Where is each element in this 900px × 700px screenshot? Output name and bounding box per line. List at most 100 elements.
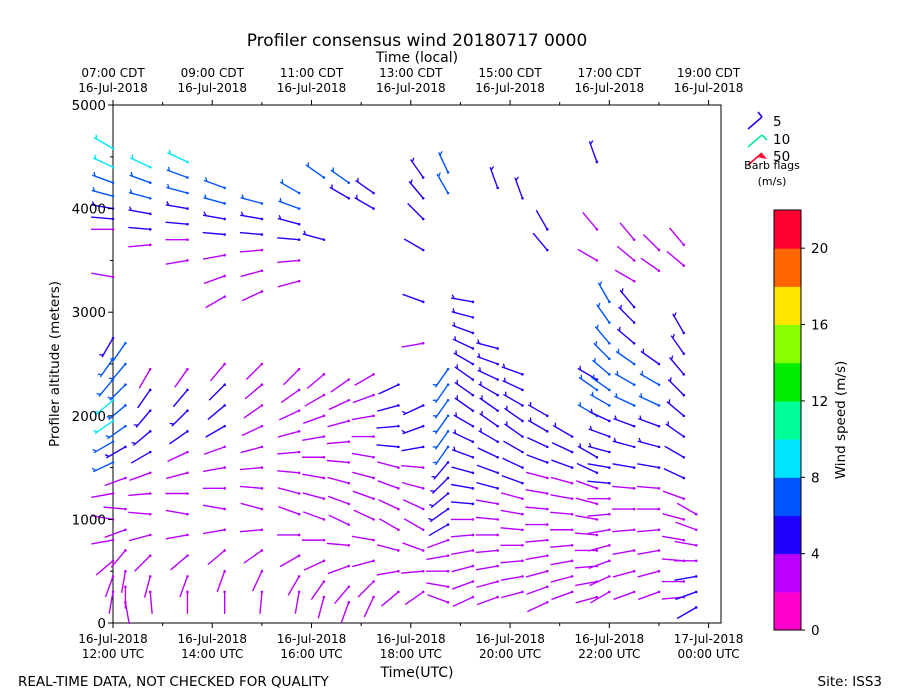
barb-station (297, 533, 301, 537)
wind-barb (475, 564, 499, 571)
barb-shaft (597, 282, 610, 303)
barb-station (694, 606, 698, 609)
wind-barb (302, 230, 326, 241)
barb-station (148, 554, 152, 557)
wind-barb (129, 171, 152, 184)
barb-feather (169, 422, 175, 425)
barb-shaft (525, 539, 548, 543)
wind-barb (432, 414, 450, 435)
barb-station (260, 466, 264, 469)
barb-shaft (502, 379, 523, 391)
barb-station (397, 507, 400, 511)
barb-feather (401, 429, 406, 434)
colorbar-segment (774, 591, 801, 631)
barb-shaft (91, 216, 114, 220)
barb-shaft (640, 350, 660, 365)
barb-shaft (93, 136, 114, 150)
barb-shaft (376, 461, 399, 469)
barb-shaft (476, 464, 498, 474)
barb-legend-title: Barb flags (744, 159, 800, 172)
barb-shaft (451, 565, 474, 573)
barb-station (347, 564, 351, 568)
barb-station (446, 414, 450, 418)
barb-station (397, 590, 400, 594)
barb-shaft (170, 555, 188, 571)
wind-barb (616, 326, 636, 345)
barb-station (608, 575, 611, 578)
x-tick-time: 16:00 UTC (280, 647, 342, 661)
barb-shaft (479, 412, 499, 427)
barb-station (421, 569, 425, 573)
barb-feather (599, 281, 603, 286)
barb-station (496, 347, 499, 350)
barb-station (446, 538, 450, 542)
barb-shaft (310, 581, 325, 600)
barb-feather (428, 517, 433, 521)
barb-station (186, 176, 189, 179)
barb-shaft (277, 451, 300, 455)
barb-station (421, 507, 425, 511)
barb-feather (451, 294, 455, 299)
x-tick-time: 22:00 UTC (578, 647, 640, 661)
barb-shaft (128, 226, 151, 231)
barb-shaft (239, 466, 262, 471)
wind-barb (328, 514, 351, 526)
wind-barb (202, 487, 226, 490)
barb-station (521, 497, 524, 500)
barb-shaft (302, 435, 325, 442)
barb-station (608, 300, 611, 304)
wind-barb (239, 248, 264, 253)
barb-shaft (167, 451, 188, 462)
wind-barb (426, 554, 450, 561)
barb-shaft (240, 214, 263, 220)
barb-shaft (165, 221, 188, 225)
barb-shaft (587, 513, 610, 517)
barb-station (471, 300, 475, 304)
barb-station (446, 476, 450, 480)
wind-barb (401, 481, 425, 490)
wind-barb (165, 238, 189, 241)
barb-shaft (662, 490, 685, 500)
wind-barb (245, 362, 264, 381)
barb-shaft (665, 423, 685, 438)
barb-station (397, 383, 400, 387)
colorbar-segment (774, 324, 801, 364)
barb-station (124, 569, 127, 573)
wind-barb (436, 172, 450, 195)
barb-shaft (277, 280, 300, 288)
barb-shaft (277, 237, 300, 241)
barb-shaft (450, 534, 473, 538)
barb-feather (168, 149, 171, 155)
barb-station (421, 248, 425, 252)
barb-station (632, 279, 636, 283)
wind-barb (500, 544, 524, 547)
barb-station (223, 383, 226, 387)
y-axis-label: Profiler altitude (meters) (47, 281, 63, 447)
barb-shaft (434, 399, 449, 419)
barb-shaft (128, 244, 151, 248)
wind-barb (612, 569, 636, 578)
wind-barb (403, 238, 425, 252)
barb-station (446, 461, 450, 464)
wind-barb (128, 492, 152, 497)
barb-station (297, 191, 301, 195)
wind-barb (619, 222, 636, 241)
barb-station (297, 554, 301, 557)
barb-station (347, 461, 351, 464)
barb-station (397, 424, 400, 428)
wind-barb (454, 395, 475, 412)
wind-barb (451, 483, 475, 490)
wind-barb (476, 481, 499, 490)
barb-shaft (110, 363, 126, 382)
barb-station (186, 222, 189, 226)
barb-legend-10: 10 (773, 132, 790, 148)
x-tick-date: 16-Jul-2018 (376, 632, 446, 646)
barb-feather (93, 429, 98, 433)
wind-barb (203, 177, 226, 190)
wind-barb (202, 211, 226, 221)
wind-barb (612, 507, 636, 511)
wind-barb (535, 209, 549, 231)
barb-station (397, 404, 400, 407)
y-tick-label-1000: 1000 (72, 512, 106, 528)
wind-barb (401, 341, 425, 348)
